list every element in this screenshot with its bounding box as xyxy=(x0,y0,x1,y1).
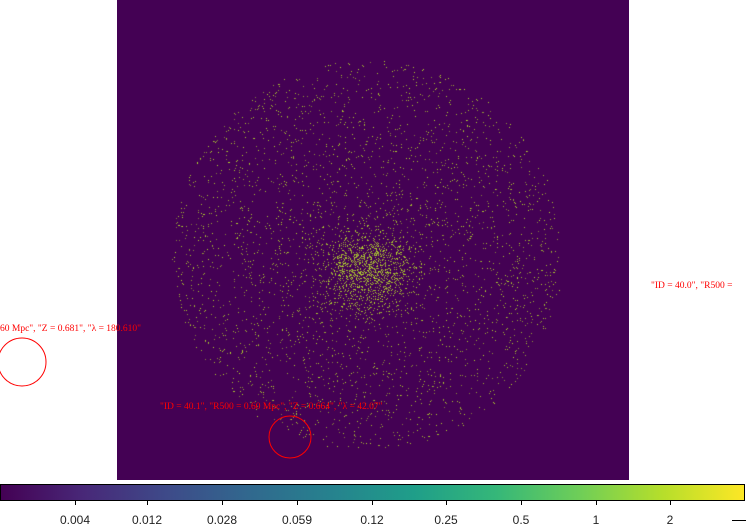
colorbar-tick-label: 0.25 xyxy=(434,513,458,527)
colorbar-tick xyxy=(297,501,298,505)
colorbar-tick xyxy=(222,501,223,505)
cluster-marker-bottom xyxy=(268,415,312,459)
colorbar-tick-label: 2 xyxy=(666,513,674,527)
colorbar-tick xyxy=(372,501,373,505)
colorbar-tick-label: 0.028 xyxy=(206,513,238,527)
colorbar-tick xyxy=(75,501,76,505)
colorbar-tick xyxy=(147,501,148,505)
photon-scatter-map xyxy=(117,0,629,480)
cluster-label-40-1: "ID = 40.1", "R500 = 0.60 Mpc", "Z = 0.6… xyxy=(160,402,383,412)
colorbar-tick-label: 0.004 xyxy=(59,513,91,527)
cluster-marker-left xyxy=(0,337,47,387)
cluster-label-40-0: "ID = 40.0", "R500 = xyxy=(651,281,732,291)
colorbar-tick-label: 0.12 xyxy=(360,513,384,527)
colorbar-tick xyxy=(596,501,597,505)
colorbar-tick xyxy=(521,501,522,505)
colorbar-tick xyxy=(670,501,671,505)
colorbar-tick-label: 0.059 xyxy=(281,513,313,527)
xray-image-panel xyxy=(117,0,629,480)
colorbar-edge-dash xyxy=(732,520,746,521)
cluster-label-40-0-left: 60 Mpc", "Z = 0.681", "λ = 180.610" xyxy=(0,324,141,334)
colorbar-tick xyxy=(446,501,447,505)
colorbar-tick-label: 0.012 xyxy=(131,513,163,527)
colorbar xyxy=(0,484,745,501)
colorbar-tick-label: 1 xyxy=(592,513,600,527)
colorbar-tick-label: 0.5 xyxy=(512,513,530,527)
